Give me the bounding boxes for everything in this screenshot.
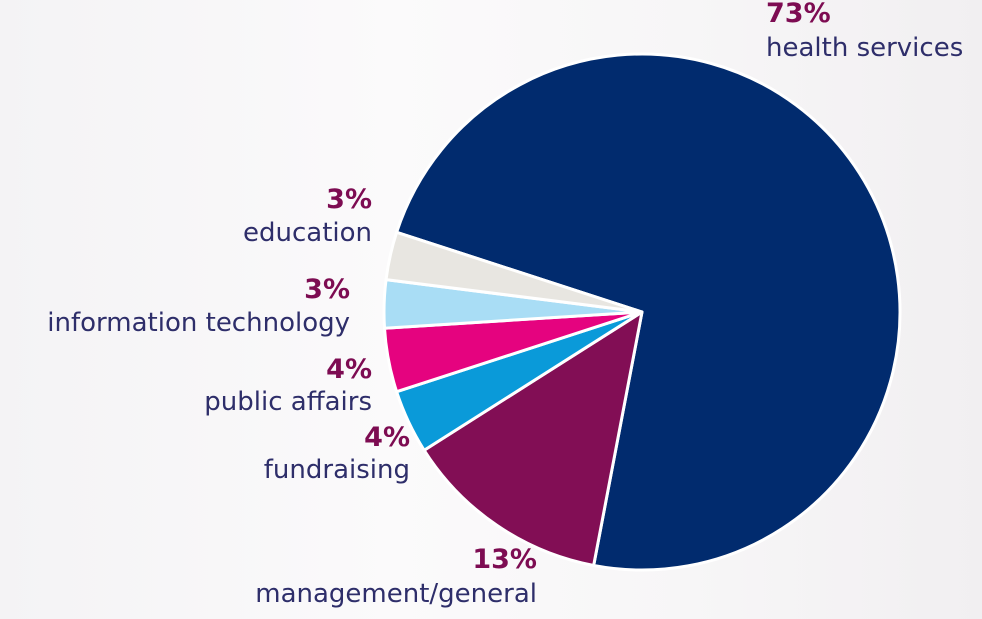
- category-label: information technology: [47, 308, 350, 338]
- value-label: 13%: [472, 544, 537, 575]
- value-label: 4%: [326, 354, 372, 385]
- value-label: 4%: [364, 422, 410, 453]
- category-label: education: [243, 218, 372, 248]
- chart: 73% health services 13% management/general 4…: [0, 0, 982, 619]
- category-label: fundraising: [264, 455, 410, 485]
- value-label: 3%: [304, 274, 350, 305]
- value-label: 73%: [766, 0, 831, 29]
- value-label: 3%: [326, 184, 372, 215]
- category-label: management/general: [255, 579, 537, 609]
- category-label: health services: [766, 33, 963, 63]
- category-label: public affairs: [204, 387, 372, 417]
